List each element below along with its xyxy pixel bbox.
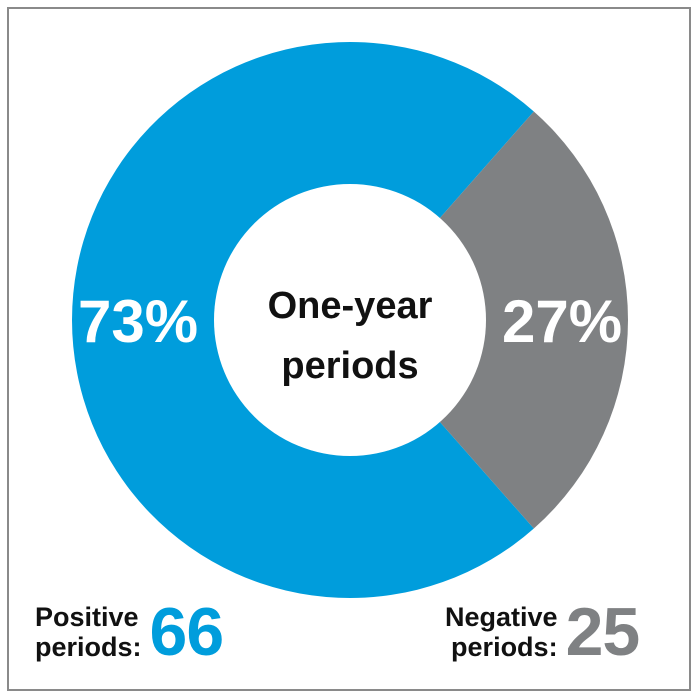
legend-negative-label-line-1: Negative <box>445 602 558 632</box>
legend-positive-label-line-2: periods: <box>35 632 142 662</box>
donut-slice-negative <box>350 111 628 529</box>
legend-negative-label: Negative periods: <box>445 602 558 662</box>
legend-positive: Positive periods: 66 <box>35 594 225 670</box>
slice-labels: 73% 27% <box>78 288 622 355</box>
center-title-line-2: periods <box>281 345 418 387</box>
legend-negative: Negative periods: 25 <box>445 594 641 670</box>
legend-negative-label-line-2: periods: <box>451 632 558 662</box>
slice-label-positive: 73% <box>78 288 198 355</box>
center-title-line-1: One-year <box>268 285 433 327</box>
legend-positive-label: Positive periods: <box>35 602 142 662</box>
legend-positive-label-line-1: Positive <box>35 602 139 632</box>
donut-hole <box>214 184 486 456</box>
slice-label-negative: 27% <box>502 288 622 355</box>
legend-negative-count: 25 <box>565 594 641 670</box>
legend-positive-count: 66 <box>149 594 225 670</box>
